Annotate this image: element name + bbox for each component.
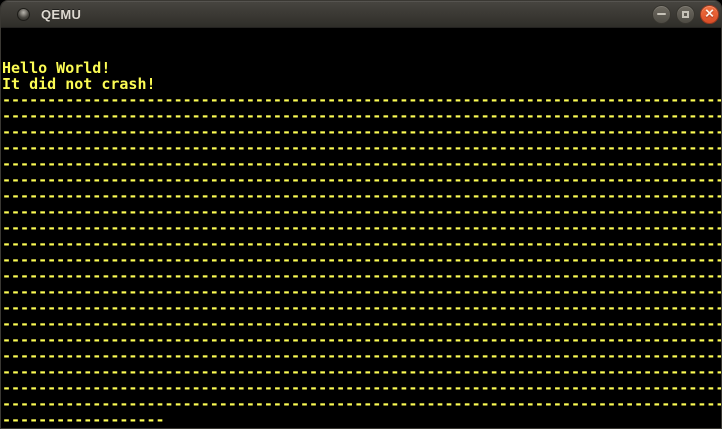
- terminal-row-16: ----------------------------------------…: [2, 284, 721, 300]
- minimize-button[interactable]: [652, 4, 671, 24]
- terminal-row-18: ----------------------------------------…: [2, 316, 721, 332]
- terminal-row-7: ----------------------------------------…: [2, 140, 721, 156]
- terminal-row-6: ----------------------------------------…: [2, 124, 721, 140]
- terminal-row-13: ----------------------------------------…: [2, 236, 721, 252]
- terminal-row-15: ----------------------------------------…: [2, 268, 721, 284]
- terminal-row-4: ----------------------------------------…: [2, 92, 721, 108]
- terminal-row-3: It did not crash!: [2, 76, 156, 92]
- terminal-row-11: ----------------------------------------…: [2, 204, 721, 220]
- terminal-row-8: ----------------------------------------…: [2, 156, 721, 172]
- terminal-row-14: ----------------------------------------…: [2, 252, 721, 268]
- close-icon: ✕: [704, 6, 715, 21]
- maximize-icon: [682, 10, 689, 18]
- maximize-button[interactable]: [676, 4, 695, 24]
- terminal-row-2: Hello World!: [2, 60, 111, 76]
- terminal-row-20: ----------------------------------------…: [2, 348, 721, 364]
- minimize-icon: [657, 13, 666, 15]
- terminal-row-9: ----------------------------------------…: [2, 172, 721, 188]
- terminal-row-5: ----------------------------------------…: [2, 108, 721, 124]
- terminal-row-12: ----------------------------------------…: [2, 220, 721, 236]
- terminal-row-17: ----------------------------------------…: [2, 300, 721, 316]
- window-controls: ✕: [652, 1, 719, 27]
- close-button[interactable]: ✕: [700, 4, 719, 24]
- terminal-row-0: [1, 28, 721, 44]
- terminal-row-22: ----------------------------------------…: [2, 380, 721, 396]
- terminal-row-10: ----------------------------------------…: [2, 188, 721, 204]
- terminal-screen[interactable]: Hello World! It did not crash! -----------…: [1, 28, 721, 428]
- terminal-row-21: ----------------------------------------…: [2, 364, 721, 380]
- terminal-row-19: ----------------------------------------…: [2, 332, 721, 348]
- titlebar[interactable]: QEMU ✕: [1, 1, 721, 28]
- terminal-row-1: [1, 44, 721, 60]
- terminal-row-23: ----------------------------------------…: [2, 396, 721, 412]
- window-title: QEMU: [41, 6, 82, 22]
- window-menu-icon[interactable]: [17, 7, 30, 21]
- terminal-row-24: ------------------: [2, 412, 165, 428]
